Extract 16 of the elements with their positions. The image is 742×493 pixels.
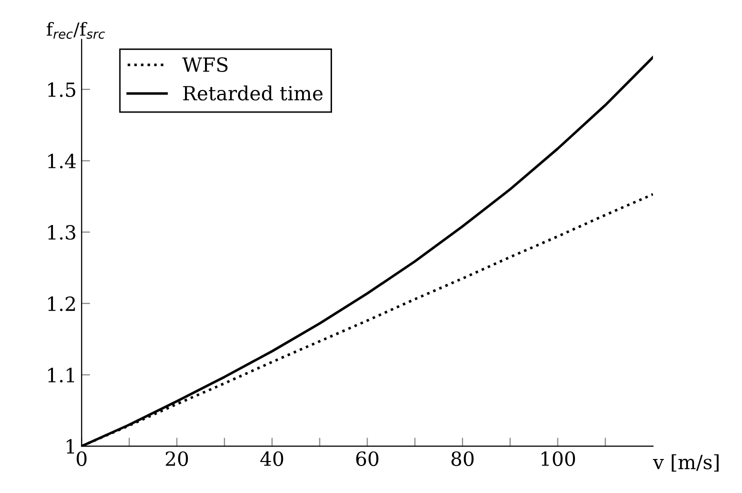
y-tick-label: 1 xyxy=(66,439,74,454)
x-tick-label: 40 xyxy=(260,451,284,466)
x-tick-label: 100 xyxy=(542,451,575,466)
y-tick-label: 1.5 xyxy=(48,82,76,98)
x-axis-title: v [m/s] xyxy=(652,454,719,472)
x-tick-label: 20 xyxy=(166,451,188,466)
x-tick-label: 60 xyxy=(356,451,378,466)
y-axis-title: f$_{rec}$/f$_{src}$ xyxy=(46,22,105,39)
x-tick-label: 80 xyxy=(451,451,474,466)
y-tick-label: 1.4 xyxy=(48,154,76,168)
y-tick-label: 1.2 xyxy=(48,296,75,312)
legend-label: Retarded time xyxy=(183,85,323,101)
y-tick-label: 1.1 xyxy=(48,368,74,382)
legend-label: WFS xyxy=(182,57,228,72)
x-tick-label: 0 xyxy=(76,451,87,466)
y-tick-label: 1.3 xyxy=(48,225,76,240)
